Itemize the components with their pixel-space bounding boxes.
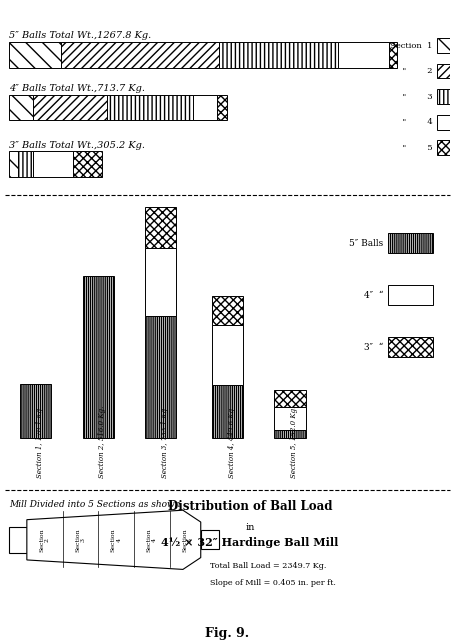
Bar [388,233,433,253]
Text: Section 4, 449.6 Kg.: Section 4, 449.6 Kg. [228,406,236,478]
Text: "        3: " 3 [397,93,433,100]
Text: 5″ Balls: 5″ Balls [349,239,384,248]
Text: 4″ Balls Total Wt.,713.7 Kg.: 4″ Balls Total Wt.,713.7 Kg. [9,84,145,93]
Text: 5″ Balls Total Wt.,1267.8 Kg.: 5″ Balls Total Wt.,1267.8 Kg. [9,31,151,40]
Bar [437,141,455,155]
Text: 4½ × 32″ Hardinge Ball Mill: 4½ × 32″ Hardinge Ball Mill [161,538,339,548]
Bar [192,95,217,120]
Bar [338,42,389,67]
Text: Total Ball Load = 2349.7 Kg.: Total Ball Load = 2349.7 Kg. [210,563,326,570]
Bar [437,90,455,104]
Bar [9,42,61,67]
Text: Section 5, 152.0 Kg.: Section 5, 152.0 Kg. [290,406,298,478]
Bar [145,248,176,316]
Text: Section
2: Section 2 [39,528,50,552]
Text: "        2: " 2 [397,67,433,75]
Text: in: in [245,524,254,532]
Bar [20,384,51,438]
Bar [34,152,73,177]
Text: Section
4: Section 4 [111,528,121,552]
Bar [389,42,397,67]
Text: "        5: " 5 [397,144,433,152]
Bar [217,95,228,120]
Text: Slope of Mill = 0.405 in. per ft.: Slope of Mill = 0.405 in. per ft. [210,579,335,587]
Bar [274,430,306,438]
Bar [61,42,219,67]
Text: Section
4: Section 4 [147,528,157,552]
Text: Mill Divided into 5 Sections as shown: Mill Divided into 5 Sections as shown [9,500,181,509]
Text: Section
3: Section 3 [75,528,86,552]
Text: Fig. 9.: Fig. 9. [206,627,249,640]
Polygon shape [27,510,201,570]
Text: Section 1, 170.1 Kg.: Section 1, 170.1 Kg. [36,406,44,478]
Bar [274,407,306,430]
Bar [437,115,455,129]
Bar [437,64,455,79]
Bar [145,316,176,438]
Text: 3″  “: 3″ “ [364,342,384,351]
Text: 3″ Balls Total Wt.,305.2 Kg.: 3″ Balls Total Wt.,305.2 Kg. [9,141,145,150]
Bar [219,42,338,67]
Bar [18,152,34,177]
Text: Section 3, 733.1 Kg.: Section 3, 733.1 Kg. [161,406,169,478]
Bar [34,95,107,120]
Text: Section 2, 516.0 Kg.: Section 2, 516.0 Kg. [98,406,106,478]
Bar [73,152,102,177]
Text: 4″  “: 4″ “ [364,291,384,300]
Bar [9,152,18,177]
Text: Section  1: Section 1 [390,42,433,50]
Bar [388,285,433,305]
Bar [83,276,114,438]
Bar [107,95,192,120]
Bar [437,38,455,53]
Bar [388,337,433,357]
Text: Section
5: Section 5 [182,528,193,552]
Bar [212,385,243,438]
Bar [274,390,306,407]
Text: "        4: " 4 [397,118,433,126]
Bar [212,325,243,385]
Bar [201,531,218,549]
Bar [212,296,243,325]
Bar [145,207,176,248]
Text: Distribution of Ball Load: Distribution of Ball Load [167,500,332,513]
Bar [9,527,27,553]
Bar [9,95,34,120]
